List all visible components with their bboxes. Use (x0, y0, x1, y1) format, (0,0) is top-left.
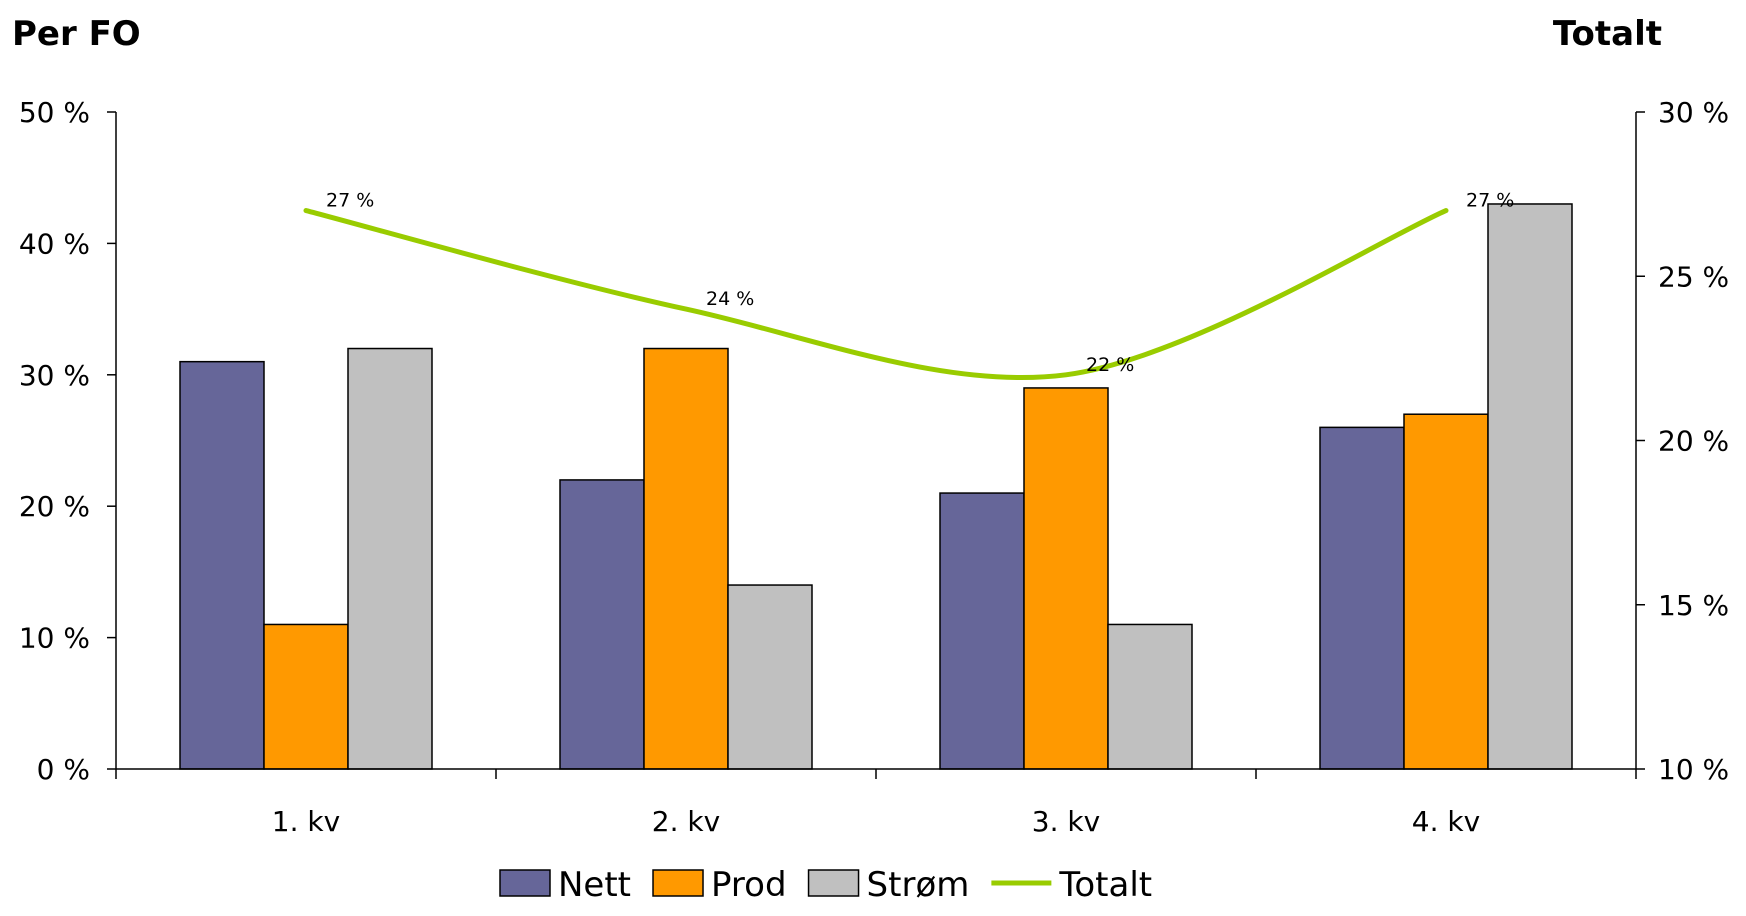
left-tick-label: 20 % (19, 490, 90, 523)
legend-swatch-nett (499, 869, 551, 897)
legend-label-nett: Nett (558, 865, 631, 905)
bar-prod-1 (263, 623, 349, 770)
bar-str-m-1 (347, 347, 433, 770)
left-tick-label: 30 % (19, 359, 90, 392)
right-tick-label: 15 % (1658, 589, 1729, 622)
left-tick-label: 40 % (19, 227, 90, 260)
legend-swatch-str-m (807, 869, 860, 897)
legend-label-prod: Prod (711, 865, 787, 905)
bar-nett-3 (939, 492, 1025, 770)
right-tick-label: 30 % (1658, 96, 1729, 129)
bar-nett-2 (559, 479, 645, 770)
bar-nett-4 (1319, 426, 1405, 770)
line-data-label-2: 24 % (706, 288, 754, 310)
bar-nett-1 (179, 360, 265, 770)
legend-swatch-prod (652, 869, 704, 897)
bar-str-m-2 (727, 584, 813, 770)
right-axis-title: Totalt (1553, 14, 1662, 54)
line-data-label-1: 27 % (326, 190, 374, 212)
line-data-label-4: 27 % (1466, 190, 1514, 212)
bar-prod-2 (643, 347, 729, 770)
category-label-1: 1. kv (272, 805, 340, 838)
bar-prod-3 (1023, 387, 1109, 770)
left-tick-label: 10 % (19, 622, 90, 655)
left-tick-label: 50 % (19, 96, 90, 129)
category-label-3: 3. kv (1032, 805, 1100, 838)
right-tick-label: 25 % (1658, 260, 1729, 293)
left-tick-label: 0 % (37, 753, 90, 786)
category-label-2: 2. kv (652, 805, 720, 838)
plot-area: 0 % 10 % 20 % 30 % 40 % 50 % 10 % 15 % 20 % 25 % 3… (19, 96, 1729, 838)
category-label-4: 4. kv (1412, 805, 1480, 838)
legend-label-totalt: Totalt (1058, 865, 1152, 905)
legend: Nett Prod Strøm Totalt (499, 865, 1152, 905)
right-tick-label: 10 % (1658, 753, 1729, 786)
legend-label-str-m: Strøm (867, 865, 970, 905)
left-axis-title: Per FO (12, 14, 141, 54)
right-tick-label: 20 % (1658, 425, 1729, 458)
bar-str-m-4 (1487, 203, 1573, 770)
line-data-label-3: 22 % (1086, 354, 1134, 376)
bar-str-m-3 (1107, 623, 1193, 770)
bar-prod-4 (1403, 413, 1489, 770)
line-totalt-series (303, 208, 1449, 381)
